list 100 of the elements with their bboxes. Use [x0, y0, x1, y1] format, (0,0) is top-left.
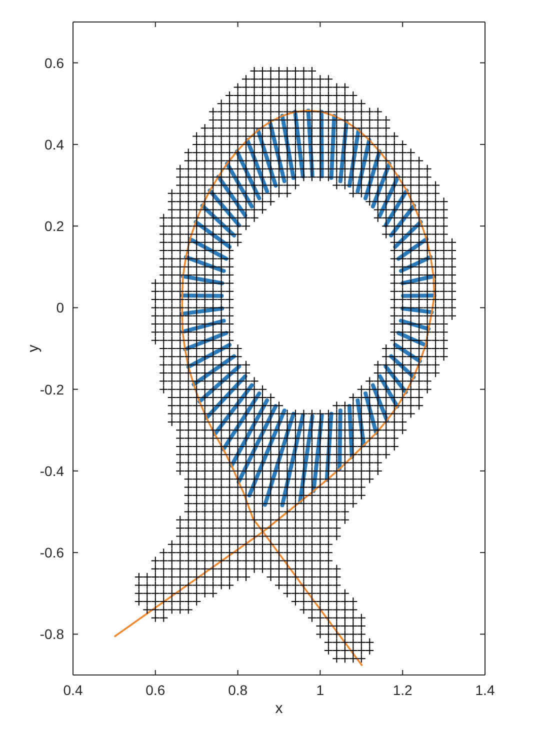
point [258, 188, 268, 198]
point [208, 458, 218, 468]
point [274, 474, 284, 484]
point [233, 107, 242, 116]
point [390, 417, 399, 426]
point [184, 344, 193, 353]
point [365, 474, 374, 484]
point [390, 344, 399, 353]
point [242, 458, 251, 468]
point [282, 482, 292, 492]
point [356, 164, 366, 174]
point [348, 115, 358, 124]
point [406, 360, 416, 370]
point [208, 474, 218, 484]
point [225, 164, 234, 174]
point [406, 188, 416, 198]
point [225, 368, 234, 378]
point [167, 311, 176, 320]
point [316, 90, 325, 100]
point [299, 548, 308, 558]
point [332, 524, 342, 533]
point [356, 99, 366, 108]
point [332, 499, 342, 508]
point [324, 630, 333, 639]
point [167, 205, 176, 214]
point [299, 588, 308, 598]
point [348, 132, 358, 141]
point [316, 605, 325, 614]
point [250, 156, 259, 166]
point [208, 524, 218, 533]
point [356, 132, 366, 141]
point [216, 262, 226, 272]
point [200, 466, 210, 476]
point [225, 515, 234, 524]
point [365, 132, 374, 141]
point [299, 417, 308, 426]
point [390, 328, 399, 337]
point [266, 74, 276, 84]
point [414, 230, 424, 239]
point [167, 417, 176, 426]
point [200, 188, 210, 198]
point [266, 490, 276, 500]
point [406, 180, 416, 190]
point [356, 482, 366, 492]
point [216, 434, 226, 443]
point [208, 401, 218, 410]
point [150, 572, 160, 582]
point [340, 654, 350, 664]
point [414, 336, 424, 345]
point [307, 90, 316, 100]
point [406, 230, 416, 239]
point [192, 524, 202, 533]
point [208, 328, 218, 337]
point [332, 450, 342, 460]
point [159, 572, 168, 582]
point [258, 532, 268, 541]
point [274, 417, 284, 426]
point [233, 140, 242, 149]
point [422, 164, 432, 174]
point [200, 278, 210, 288]
point [200, 442, 210, 451]
point [365, 124, 374, 133]
point [290, 426, 300, 435]
point [316, 99, 325, 108]
point [332, 180, 342, 190]
point [250, 172, 259, 182]
point [324, 638, 333, 647]
point [307, 148, 316, 158]
point [431, 254, 440, 264]
point [184, 434, 193, 443]
point [250, 188, 259, 198]
point [192, 352, 202, 362]
point [316, 115, 325, 124]
point [184, 246, 193, 256]
point [208, 132, 218, 141]
point [216, 474, 226, 484]
point [390, 222, 399, 231]
point [290, 148, 300, 158]
point [242, 188, 251, 198]
point [340, 450, 350, 460]
point [192, 238, 202, 247]
point [448, 303, 457, 312]
point [332, 107, 342, 116]
point [398, 262, 408, 272]
point [250, 532, 259, 541]
point [208, 588, 218, 598]
point [390, 140, 399, 149]
point [225, 286, 234, 296]
point [200, 458, 210, 468]
point [216, 344, 226, 353]
point [290, 482, 300, 492]
point [340, 124, 350, 133]
point [250, 507, 259, 516]
point [422, 180, 432, 190]
line-series [114, 110, 436, 666]
point [258, 205, 268, 214]
point [382, 222, 391, 231]
point [184, 548, 193, 558]
point [258, 148, 268, 158]
point [176, 295, 185, 304]
